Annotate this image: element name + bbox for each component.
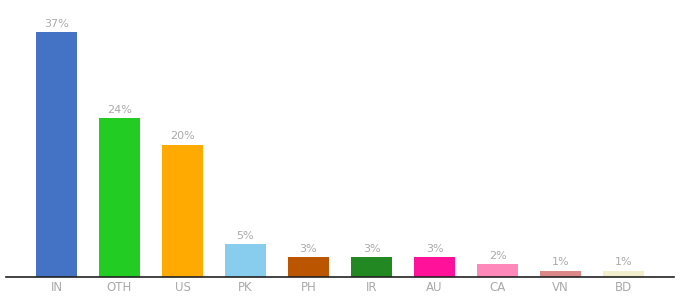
Text: 3%: 3% <box>362 244 380 254</box>
Text: 2%: 2% <box>489 251 507 261</box>
Text: 37%: 37% <box>44 19 69 29</box>
Text: 5%: 5% <box>237 231 254 241</box>
Text: 3%: 3% <box>426 244 443 254</box>
Bar <box>603 271 644 277</box>
Bar <box>36 32 77 277</box>
Bar <box>225 244 266 277</box>
Bar <box>414 257 455 277</box>
Bar <box>351 257 392 277</box>
Text: 3%: 3% <box>300 244 318 254</box>
Bar <box>477 264 518 277</box>
Bar <box>99 118 140 277</box>
Bar <box>162 145 203 277</box>
Text: 20%: 20% <box>170 131 195 141</box>
Text: 24%: 24% <box>107 105 132 115</box>
Bar <box>288 257 329 277</box>
Text: 1%: 1% <box>551 257 569 267</box>
Bar <box>540 271 581 277</box>
Text: 1%: 1% <box>615 257 632 267</box>
